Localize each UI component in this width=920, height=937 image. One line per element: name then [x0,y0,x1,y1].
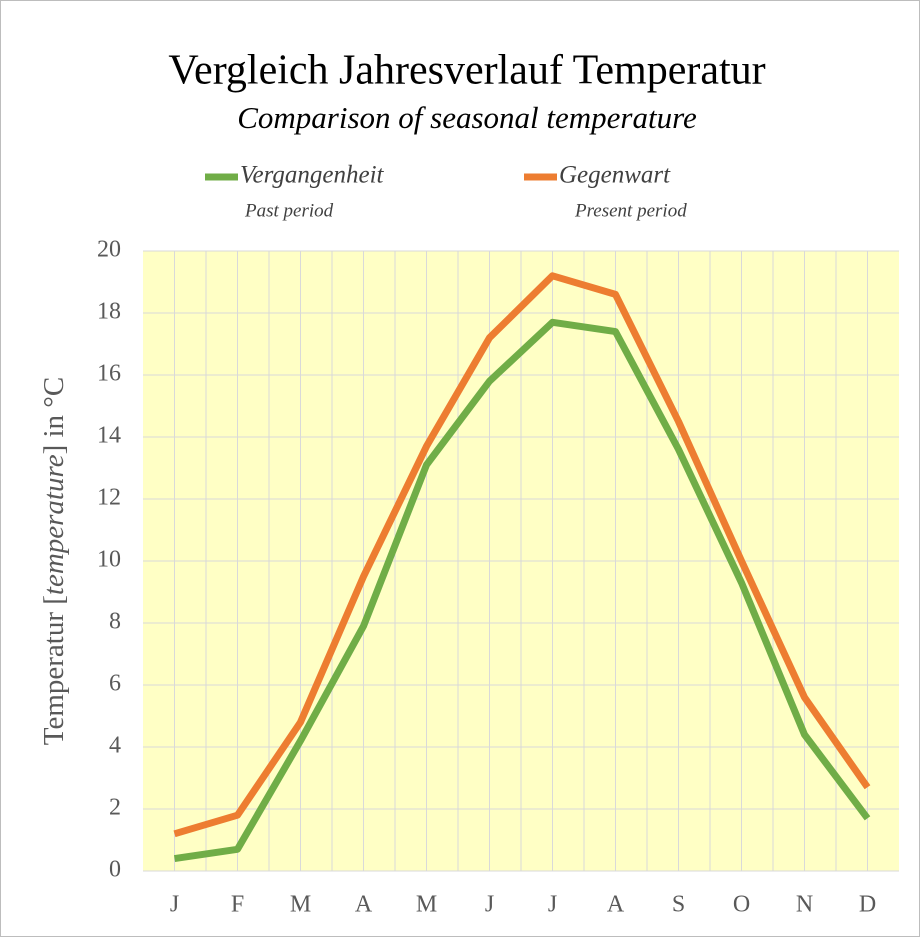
y-tick-label: 10 [97,547,121,573]
x-tick-label: D [859,892,876,918]
legend-label: Vergangenheit [240,162,385,189]
x-tick-label: M [416,892,437,918]
legend-sublabel: Present period [574,200,687,221]
y-tick-label: 2 [109,795,121,821]
y-tick-label: 14 [97,423,121,449]
y-tick-label: 16 [97,361,121,387]
y-axis-label-part: temperature [38,454,70,595]
x-tick-label: A [355,892,373,918]
x-tick-label: J [485,892,494,918]
x-tick-label: J [170,892,179,918]
x-tick-label: J [548,892,557,918]
y-tick-label: 0 [109,857,121,883]
series-line [173,272,871,838]
x-tick-label: O [733,892,750,918]
y-tick-label: 8 [109,609,121,635]
y-axis-label-part: ] in °C [38,377,70,455]
x-tick-label: N [796,892,813,918]
y-axis-label: Temperatur [temperature] in °C [38,377,70,745]
legend-label: Gegenwart [559,162,671,189]
y-tick-label: 6 [109,671,121,697]
x-tick-label: S [672,892,685,918]
x-tick-label: A [607,892,625,918]
y-tick-label: 20 [97,237,121,263]
x-tick-label: F [231,892,244,918]
legend-sublabel: Past period [244,200,334,221]
y-axis-label-part: Temperatur [ [38,595,70,745]
y-tick-label: 12 [97,485,121,511]
y-tick-label: 4 [109,733,121,759]
chart-title: Vergleich Jahresverlauf Temperatur [168,48,765,94]
chart-subtitle: Comparison of seasonal temperature [237,100,697,135]
y-tick-label: 18 [97,299,121,325]
series-line [173,318,871,863]
x-tick-label: M [290,892,311,918]
